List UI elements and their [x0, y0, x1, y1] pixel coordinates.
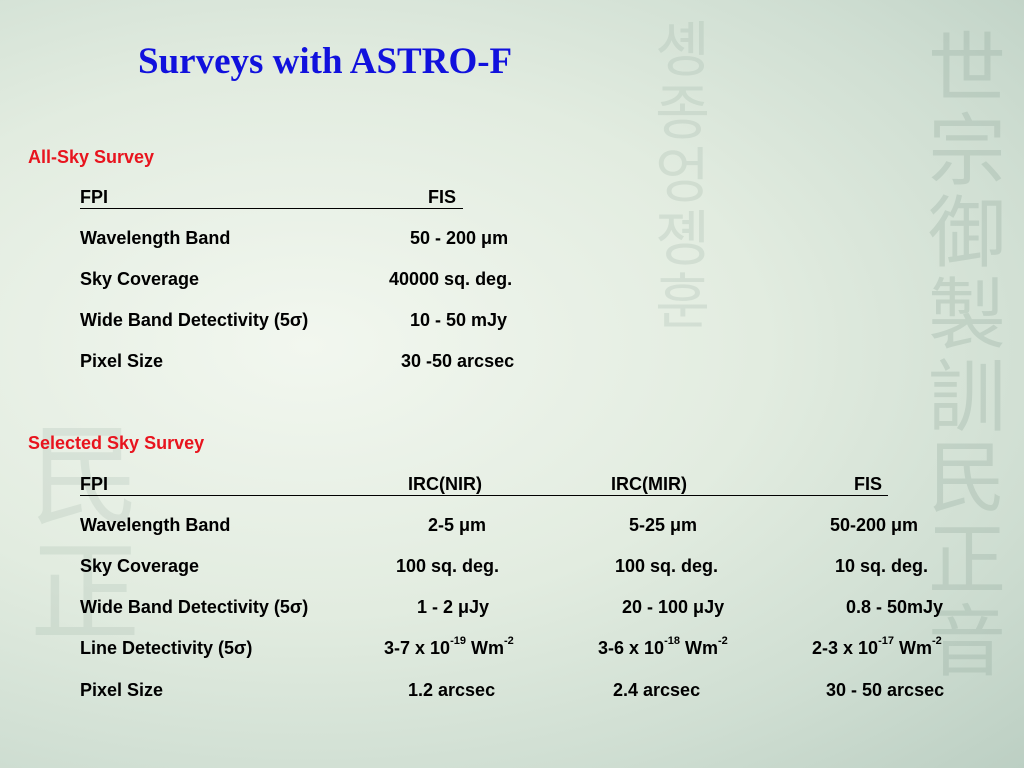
selected-sky-heading: Selected Sky Survey: [28, 433, 205, 453]
selected-nir-line-detectivity: 3-7 x 10-19 Wm-2: [384, 635, 514, 658]
all-sky-header-fis: FIS: [428, 187, 457, 207]
selected-fis-line-detectivity: 2-3 x 10-17 Wm-2: [812, 635, 942, 658]
all-sky-header-fpi: FPI: [80, 187, 109, 207]
selected-label-wavelength: Wavelength Band: [80, 515, 231, 535]
selected-nir-detectivity: 1 - 2 μJy: [417, 597, 490, 617]
selected-nir-coverage: 100 sq. deg.: [396, 556, 500, 576]
selected-label-line-detectivity: Line Detectivity (5σ): [80, 638, 253, 658]
selected-header-underline: [80, 495, 888, 496]
selected-label-detectivity: Wide Band Detectivity (5σ): [80, 597, 309, 617]
selected-mir-pixel: 2.4 arcsec: [613, 680, 701, 700]
selected-fis-wavelength: 50-200 μm: [830, 515, 919, 535]
all-sky-value-pixel: 30 -50 arcsec: [401, 351, 515, 371]
background-calligraphy: 世宗御製訓民正音: [928, 25, 1007, 689]
all-sky-label-detectivity: Wide Band Detectivity (5σ): [80, 310, 309, 330]
selected-nir-wavelength: 2-5 μm: [428, 515, 487, 535]
page-title: Surveys with ASTRO-F: [138, 41, 513, 82]
all-sky-value-coverage: 40000 sq. deg.: [389, 269, 513, 289]
selected-fis-coverage: 10 sq. deg.: [835, 556, 929, 576]
selected-mir-coverage: 100 sq. deg.: [615, 556, 719, 576]
selected-mir-line-detectivity: 3-6 x 10-18 Wm-2: [598, 635, 728, 658]
selected-label-pixel: Pixel Size: [80, 680, 164, 700]
selected-header-fpi: FPI: [80, 474, 109, 494]
all-sky-value-wavelength: 50 - 200 μm: [410, 228, 509, 248]
selected-fis-detectivity: 0.8 - 50mJy: [846, 597, 944, 617]
all-sky-value-detectivity: 10 - 50 mJy: [410, 310, 508, 330]
selected-header-mir: IRC(MIR): [611, 474, 687, 494]
selected-label-coverage: Sky Coverage: [80, 556, 200, 576]
selected-mir-wavelength: 5-25 μm: [629, 515, 698, 535]
all-sky-header-underline: [80, 208, 463, 209]
selected-header-fis: FIS: [854, 474, 883, 494]
all-sky-label-wavelength: Wavelength Band: [80, 228, 231, 248]
selected-header-nir: IRC(NIR): [408, 474, 482, 494]
selected-nir-pixel: 1.2 arcsec: [408, 680, 496, 700]
selected-fis-pixel: 30 - 50 arcsec: [826, 680, 945, 700]
selected-mir-detectivity: 20 - 100 μJy: [622, 597, 725, 617]
all-sky-heading: All-Sky Survey: [28, 147, 155, 167]
all-sky-label-pixel: Pixel Size: [80, 351, 164, 371]
all-sky-label-coverage: Sky Coverage: [80, 269, 200, 289]
